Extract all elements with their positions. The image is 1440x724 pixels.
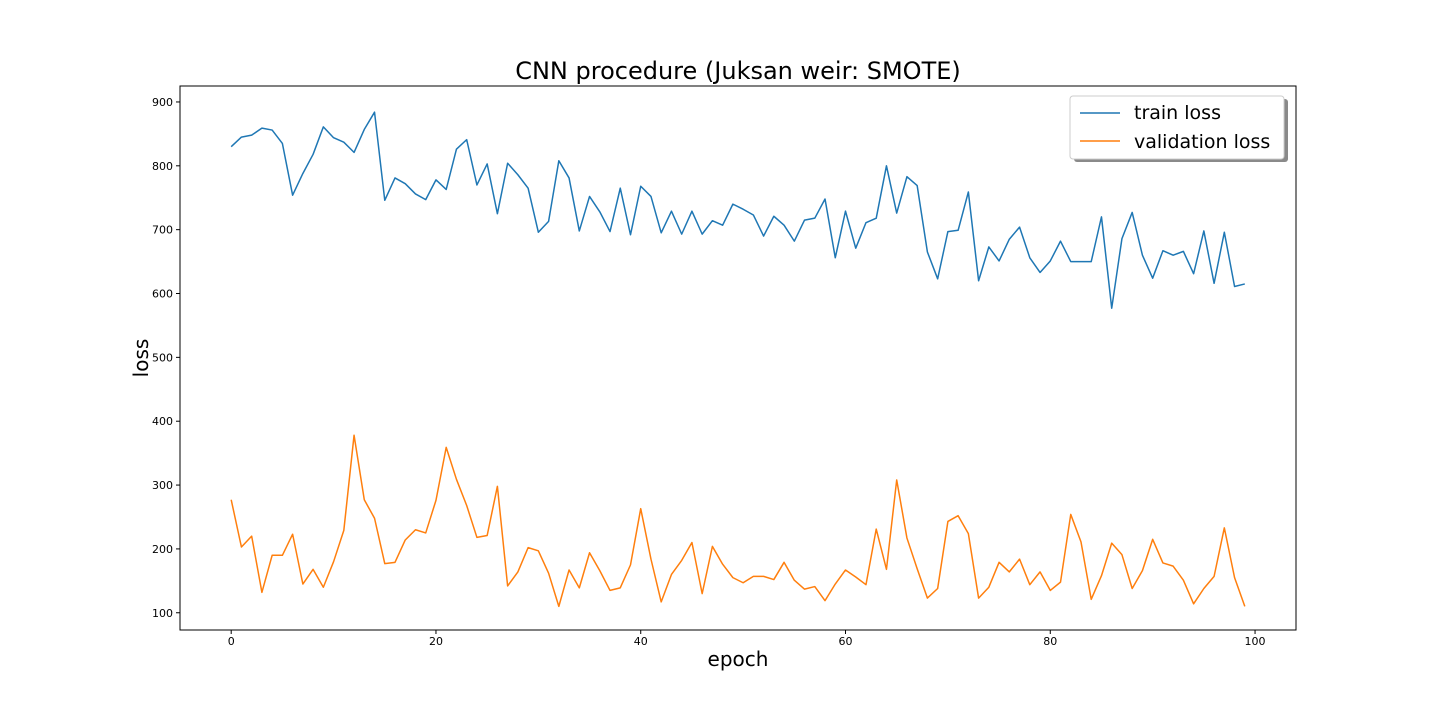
y-tick-label: 300 [152, 479, 173, 492]
x-tick-label: 40 [634, 635, 648, 648]
y-tick-label: 900 [152, 96, 173, 109]
plot-area-frame [179, 85, 1297, 631]
y-tick-label: 100 [152, 607, 173, 620]
y-tick-label: 700 [152, 224, 173, 237]
x-tick-label: 100 [1245, 635, 1266, 648]
legend-box [1069, 95, 1285, 160]
legend-label-train-loss: train loss [1134, 102, 1221, 124]
y-axis-ticks: 100 200 300 400 500 600 700 800 900 [152, 96, 180, 620]
y-tick-label: 600 [152, 288, 173, 301]
legend: train loss validation loss [1069, 95, 1288, 162]
y-tick-label: 200 [152, 543, 173, 556]
x-axis-ticks: 0 20 40 60 80 100 [228, 630, 1266, 648]
x-tick-label: 20 [429, 635, 443, 648]
series-lines [230, 111, 1246, 608]
chart-title: CNN procedure (Juksan weir: SMOTE) [515, 57, 961, 85]
series-line-train-loss [230, 111, 1245, 309]
y-axis-label: loss [129, 339, 153, 378]
x-tick-label: 60 [839, 635, 853, 648]
x-tick-label: 0 [228, 635, 235, 648]
y-tick-label: 800 [152, 160, 173, 173]
y-tick-label: 500 [152, 351, 173, 364]
y-tick-label: 400 [152, 415, 173, 428]
legend-label-validation-loss: validation loss [1134, 131, 1270, 153]
x-tick-label: 80 [1043, 635, 1057, 648]
x-axis-label: epoch [708, 647, 769, 671]
series-line-validation-loss [230, 434, 1246, 608]
